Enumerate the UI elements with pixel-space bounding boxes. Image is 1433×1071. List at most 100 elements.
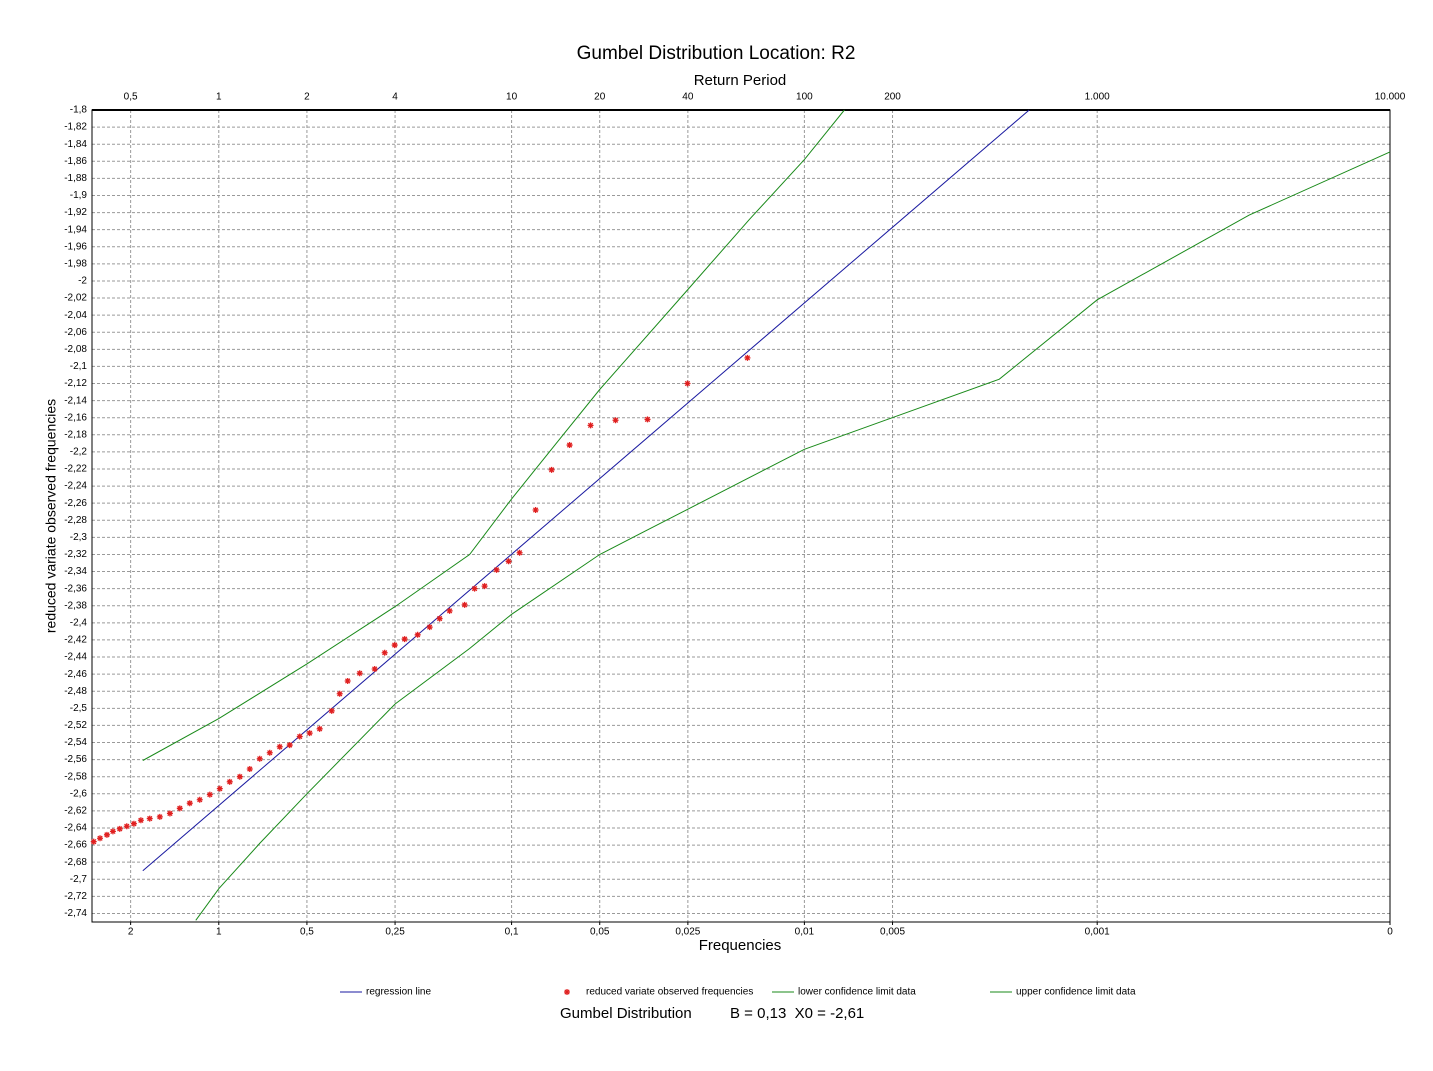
data-point: [461, 601, 468, 608]
bottom-tick-label: 0,5: [300, 927, 314, 938]
data-point: [566, 442, 573, 449]
data-point: [744, 354, 751, 361]
data-point: [532, 507, 539, 514]
y-tick-label: -2,12: [64, 378, 87, 389]
bottom-tick-label: 0,1: [505, 927, 519, 938]
y-tick-label: -2,74: [64, 908, 87, 919]
bottom-tick-label: 2: [128, 927, 134, 938]
bottom-tick-label: 0,01: [795, 927, 815, 938]
y-tick-label: -2,28: [64, 515, 87, 526]
y-tick-label: -1,96: [64, 241, 87, 252]
y-tick-label: -2,36: [64, 583, 87, 594]
top-tick-label: 10: [506, 92, 518, 103]
data-point: [493, 566, 500, 573]
top-tick-label: 20: [594, 92, 606, 103]
bottom-tick-label: 0: [1387, 927, 1393, 938]
data-point: [90, 838, 97, 845]
y-tick-label: -2,5: [70, 703, 88, 714]
data-point: [206, 791, 213, 798]
data-point: [481, 583, 488, 590]
y-tick-label: -1,92: [64, 207, 87, 218]
plot-frame: [91, 109, 1391, 923]
y-tick-label: -1,86: [64, 156, 87, 167]
y-tick-label: -2,42: [64, 635, 87, 646]
top-tick-label: 2: [304, 92, 310, 103]
data-point: [196, 796, 203, 803]
data-point: [684, 380, 691, 387]
data-point: [226, 778, 233, 785]
top-tick-label: 200: [884, 92, 901, 103]
y-tick-label: -2,38: [64, 600, 87, 611]
y-tick-label: -1,98: [64, 258, 87, 269]
data-point: [116, 825, 123, 832]
data-point: [296, 733, 303, 740]
bottom-tick-label: 0,25: [385, 927, 405, 938]
top-tick-label: 1.000: [1085, 92, 1110, 103]
top-tick-label: 1: [216, 92, 222, 103]
y-tick-label: -2,22: [64, 464, 87, 475]
y-tick-label: -2,24: [64, 481, 87, 492]
y-tick-label: -2,3: [70, 532, 88, 543]
data-point: [130, 820, 137, 827]
x-axis-label: Frequencies: [699, 937, 782, 954]
data-point: [371, 665, 378, 672]
data-point: [436, 615, 443, 622]
y-tick-label: -2,4: [70, 617, 88, 628]
top-axis-label: Return Period: [694, 72, 787, 89]
y-tick-label: -2,54: [64, 737, 87, 748]
data-point: [612, 417, 619, 424]
data-point: [246, 766, 253, 773]
y-tick-label: -2,04: [64, 310, 87, 321]
series-line: [142, 109, 1030, 872]
top-tick-label: 40: [682, 92, 694, 103]
data-point: [97, 835, 104, 842]
y-tick-label: -2,48: [64, 686, 87, 697]
series-line: [142, 109, 845, 761]
data-point: [109, 828, 116, 835]
data-point: [103, 831, 110, 838]
data-point: [426, 624, 433, 631]
legend-label: upper confidence limit data: [1016, 987, 1136, 998]
y-tick-label: -2,64: [64, 823, 87, 834]
data-point: [356, 670, 363, 677]
data-point: [216, 785, 223, 792]
legend-label: lower confidence limit data: [798, 987, 916, 998]
data-point: [644, 416, 651, 423]
bottom-tick-label: 0,025: [675, 927, 700, 938]
data-point: [316, 725, 323, 732]
y-tick-label: -2,44: [64, 652, 87, 663]
y-tick-label: -1,88: [64, 173, 87, 184]
y-tick-label: -2,08: [64, 344, 87, 355]
bottom-tick-label: 0,05: [590, 927, 610, 938]
data-point: [306, 730, 313, 737]
data-point: [276, 743, 283, 750]
data-point: [123, 823, 130, 830]
data-point: [186, 800, 193, 807]
data-point: [505, 558, 512, 565]
data-point: [286, 742, 293, 749]
y-axis-label: reduced variate observed frequencies: [43, 399, 59, 633]
y-tick-label: -2,14: [64, 395, 87, 406]
y-tick-label: -2: [78, 276, 87, 287]
bottom-tick-label: 0,005: [880, 927, 905, 938]
data-point: [256, 755, 263, 762]
top-tick-label: 4: [392, 92, 398, 103]
y-tick-label: -2,1: [70, 361, 88, 372]
data-point: [587, 422, 594, 429]
data-point: [516, 549, 523, 556]
y-tick-label: -2,68: [64, 857, 87, 868]
y-tick-label: -2,02: [64, 293, 87, 304]
top-tick-label: 0,5: [124, 92, 138, 103]
data-point: [401, 636, 408, 643]
legend-label: reduced variate observed frequencies: [586, 987, 753, 998]
legend-swatch: [564, 989, 570, 995]
y-tick-label: -1,84: [64, 139, 87, 150]
y-tick-label: -2,26: [64, 498, 87, 509]
footer-label: Gumbel Distribution: [560, 1005, 692, 1022]
chart-title: Gumbel Distribution Location: R2: [577, 43, 856, 64]
y-tick-label: -2,72: [64, 891, 87, 902]
y-tick-label: -1,9: [70, 190, 88, 201]
y-tick-label: -2,6: [70, 788, 88, 799]
y-tick-label: -2,7: [70, 874, 88, 885]
y-tick-label: -2,56: [64, 754, 87, 765]
